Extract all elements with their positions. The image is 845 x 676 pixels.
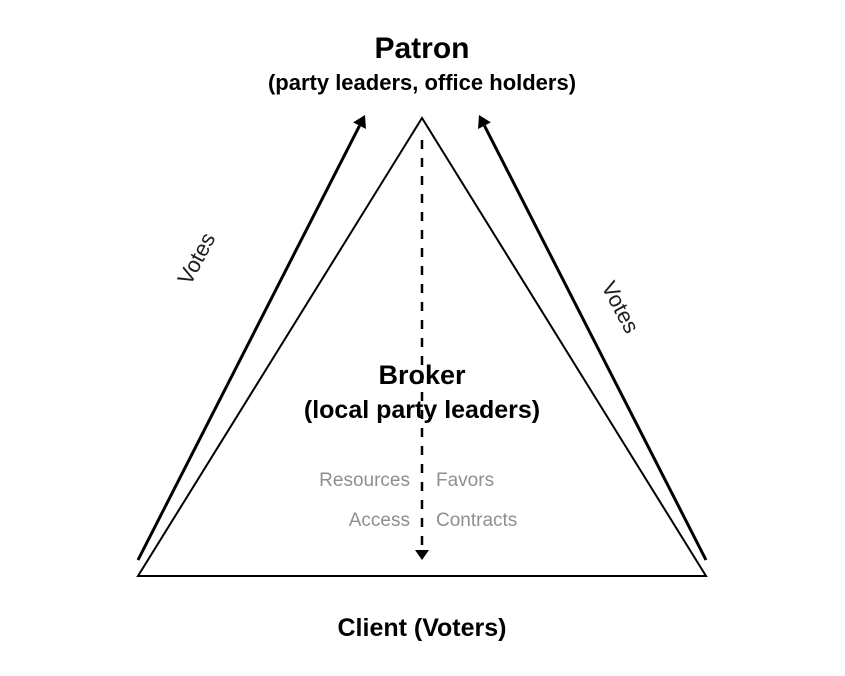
broker-title: Broker	[0, 360, 845, 391]
patron-subtitle: (party leaders, office holders)	[0, 70, 845, 96]
broker-subtitle: (local party leaders)	[0, 396, 845, 425]
diagram-svg	[0, 0, 845, 676]
flow-contracts-label: Contracts	[436, 510, 517, 532]
flow-resources-label: Resources	[319, 470, 410, 492]
patron-title: Patron	[0, 32, 845, 66]
flow-favors-label: Favors	[436, 470, 494, 492]
client-title: Client (Voters)	[0, 614, 845, 643]
flow-access-label: Access	[349, 510, 410, 532]
